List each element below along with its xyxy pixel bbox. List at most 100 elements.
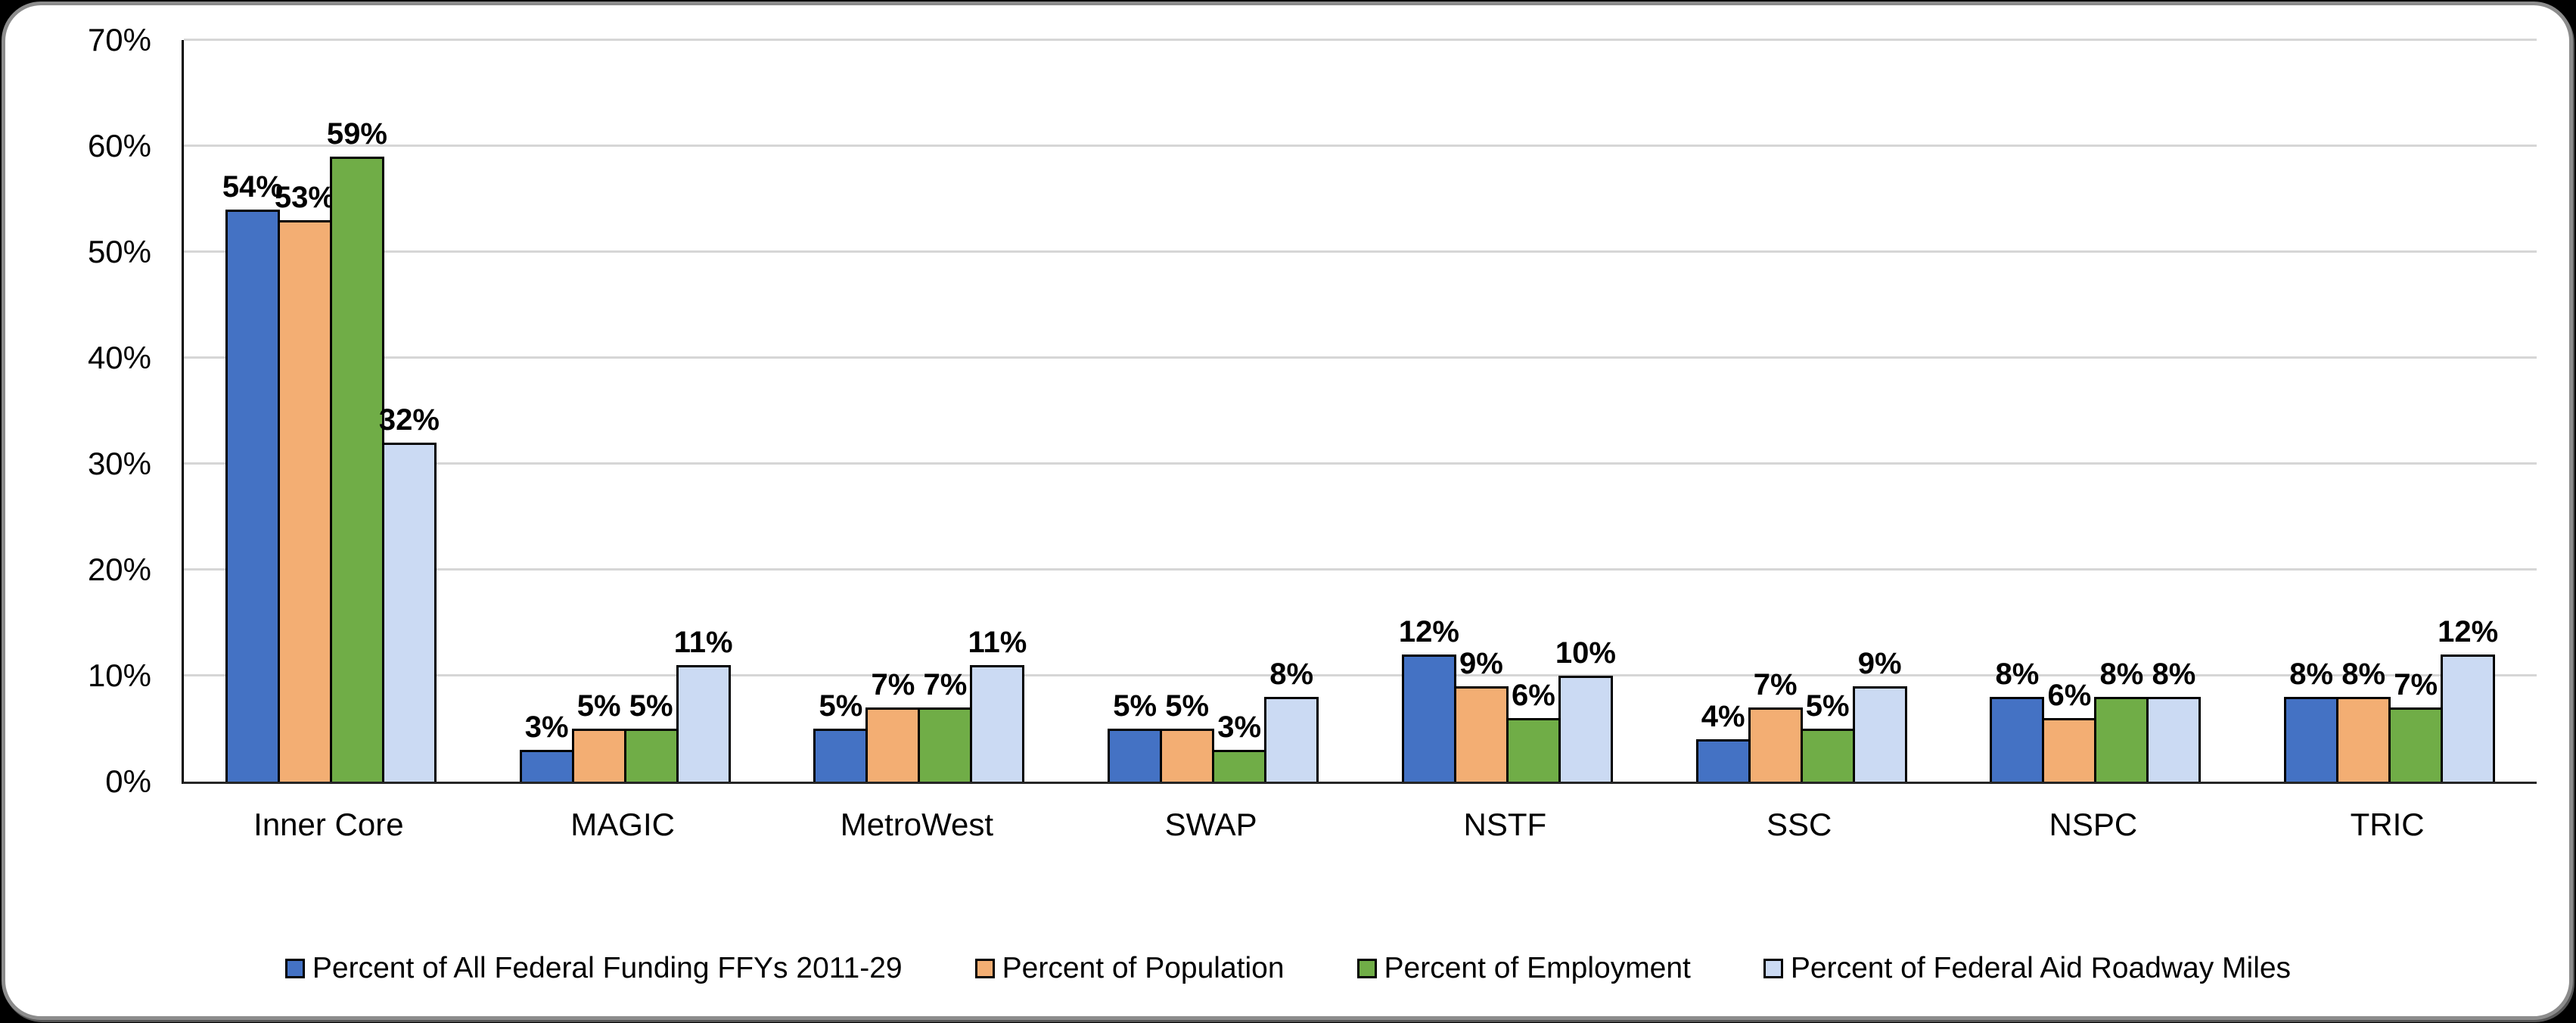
- data-label: 7%: [2394, 668, 2438, 701]
- bar: 6%: [2042, 679, 2097, 782]
- legend-item: Percent of Population: [974, 952, 1285, 985]
- bar-group-nstf: 12% 9% 6% 10%: [1360, 40, 1655, 782]
- gridline: [184, 568, 2537, 571]
- legend-label: Percent of Employment: [1384, 952, 1691, 984]
- bar-group-magic: 3% 5% 5% 11%: [478, 40, 772, 782]
- data-label: 3%: [524, 711, 569, 744]
- gridline: [184, 250, 2537, 253]
- y-axis: 0% 10% 20% 30% 40% 50% 60% 70%: [30, 24, 151, 798]
- bar: 11%: [674, 626, 733, 782]
- bar: 5%: [1160, 689, 1215, 782]
- data-label: 8%: [2341, 658, 2386, 691]
- data-label: 8%: [2289, 658, 2334, 691]
- data-label: 3%: [1217, 711, 1262, 744]
- bar-group-tric: 8% 8% 7% 12%: [2242, 40, 2537, 782]
- plot-area: 54% 53% 59% 32% 3% 5% 5% 11% 5% 7% 7% 11% 5% 5% 3% 8% 12…: [182, 39, 2537, 784]
- data-label: 54%: [222, 170, 283, 204]
- legend-swatch-icon: [1763, 959, 1783, 978]
- y-tick-label: 60%: [87, 128, 151, 163]
- data-label: 12%: [2438, 615, 2499, 648]
- data-label: 6%: [2047, 679, 2092, 712]
- bar: 4%: [1695, 700, 1751, 782]
- y-tick-label: 0%: [105, 763, 151, 799]
- y-tick-label: 50%: [87, 234, 151, 269]
- y-tick-label: 70%: [87, 22, 151, 58]
- bar: 5%: [623, 689, 679, 782]
- bar-group-ssc: 4% 7% 5% 9%: [1655, 40, 1949, 782]
- gridline: [184, 462, 2537, 465]
- bar: 53%: [275, 181, 335, 782]
- bar-group-swap: 5% 5% 3% 8%: [1066, 40, 1360, 782]
- bar: 3%: [519, 711, 574, 782]
- bar: 9%: [1852, 647, 1907, 782]
- y-tick-label: 10%: [87, 658, 151, 693]
- data-label: 5%: [1113, 689, 1157, 723]
- x-category-label: Inner Core: [253, 807, 404, 842]
- legend-label: Percent of All Federal Funding FFYs 2011…: [312, 952, 903, 984]
- data-label: 59%: [326, 117, 387, 151]
- data-label: 8%: [1995, 658, 2040, 691]
- x-axis-category-labels: Inner Core MAGIC MetroWest SWAP NSTF SSC NSPC T…: [182, 807, 2534, 843]
- bar-group-nspc: 8% 6% 8% 8%: [1949, 40, 2243, 782]
- legend: Percent of All Federal Funding FFYs 2011…: [0, 944, 2576, 993]
- gridline: [184, 674, 2537, 677]
- bar: 59%: [327, 117, 387, 782]
- bar-groups: 54% 53% 59% 32% 3% 5% 5% 11% 5% 7% 7% 11% 5% 5% 3% 8% 12…: [184, 40, 2537, 782]
- bar: 8%: [2284, 658, 2339, 782]
- data-label: 12%: [1398, 615, 1459, 648]
- data-label: 5%: [1165, 689, 1210, 723]
- legend-item: Percent of Employment: [1356, 952, 1691, 985]
- data-label: 7%: [923, 668, 968, 701]
- bar: 3%: [1212, 711, 1267, 782]
- data-label: 11%: [673, 626, 733, 659]
- data-label: 32%: [378, 403, 440, 437]
- data-label: 8%: [2099, 658, 2144, 691]
- x-category-label: NSTF: [1463, 807, 1547, 842]
- y-tick-label: 40%: [87, 340, 151, 375]
- legend-label: Percent of Population: [1002, 952, 1285, 984]
- bar: 8%: [1264, 658, 1319, 782]
- bar: 32%: [379, 403, 440, 782]
- bar: 6%: [1506, 679, 1561, 782]
- bar: 7%: [865, 668, 921, 782]
- data-label: 5%: [576, 689, 621, 723]
- legend-swatch-icon: [284, 959, 305, 978]
- bar: 8%: [2146, 658, 2202, 782]
- legend-swatch-icon: [1356, 959, 1377, 978]
- bar: 8%: [2094, 658, 2149, 782]
- bar: 10%: [1555, 636, 1616, 782]
- bar: 5%: [571, 689, 626, 782]
- data-label: 4%: [1701, 700, 1745, 733]
- x-category-label: MetroWest: [840, 807, 994, 842]
- gridline: [184, 145, 2537, 147]
- bar: 7%: [2388, 668, 2444, 782]
- x-category-label: MAGIC: [570, 807, 675, 842]
- data-label: 10%: [1555, 636, 1616, 670]
- bar: 12%: [1399, 615, 1459, 782]
- y-tick-label: 20%: [87, 552, 151, 587]
- data-label: 9%: [1857, 647, 1902, 680]
- data-label: 5%: [629, 689, 673, 723]
- bar: 5%: [813, 689, 869, 782]
- bar: 5%: [1108, 689, 1163, 782]
- bar: 9%: [1453, 647, 1509, 782]
- gridline: [184, 39, 2537, 41]
- bar: 54%: [222, 170, 283, 782]
- legend-item: Percent of Federal Aid Roadway Miles: [1763, 952, 2291, 985]
- y-tick-label: 30%: [87, 446, 151, 481]
- x-category-label: TRIC: [2350, 807, 2425, 842]
- gridline: [184, 356, 2537, 359]
- bar: 7%: [1748, 668, 1803, 782]
- data-label: 8%: [1269, 658, 1314, 691]
- data-label: 11%: [968, 626, 1027, 659]
- bar: 5%: [1800, 689, 1855, 782]
- x-category-label: NSPC: [2049, 807, 2138, 842]
- bar: 11%: [968, 626, 1027, 782]
- data-label: 5%: [819, 689, 863, 723]
- bar: 12%: [2438, 615, 2498, 782]
- bar-group-inner-core: 54% 53% 59% 32%: [184, 40, 478, 782]
- bar: 8%: [2336, 658, 2391, 782]
- legend-swatch-icon: [974, 959, 995, 978]
- data-label: 7%: [871, 668, 915, 701]
